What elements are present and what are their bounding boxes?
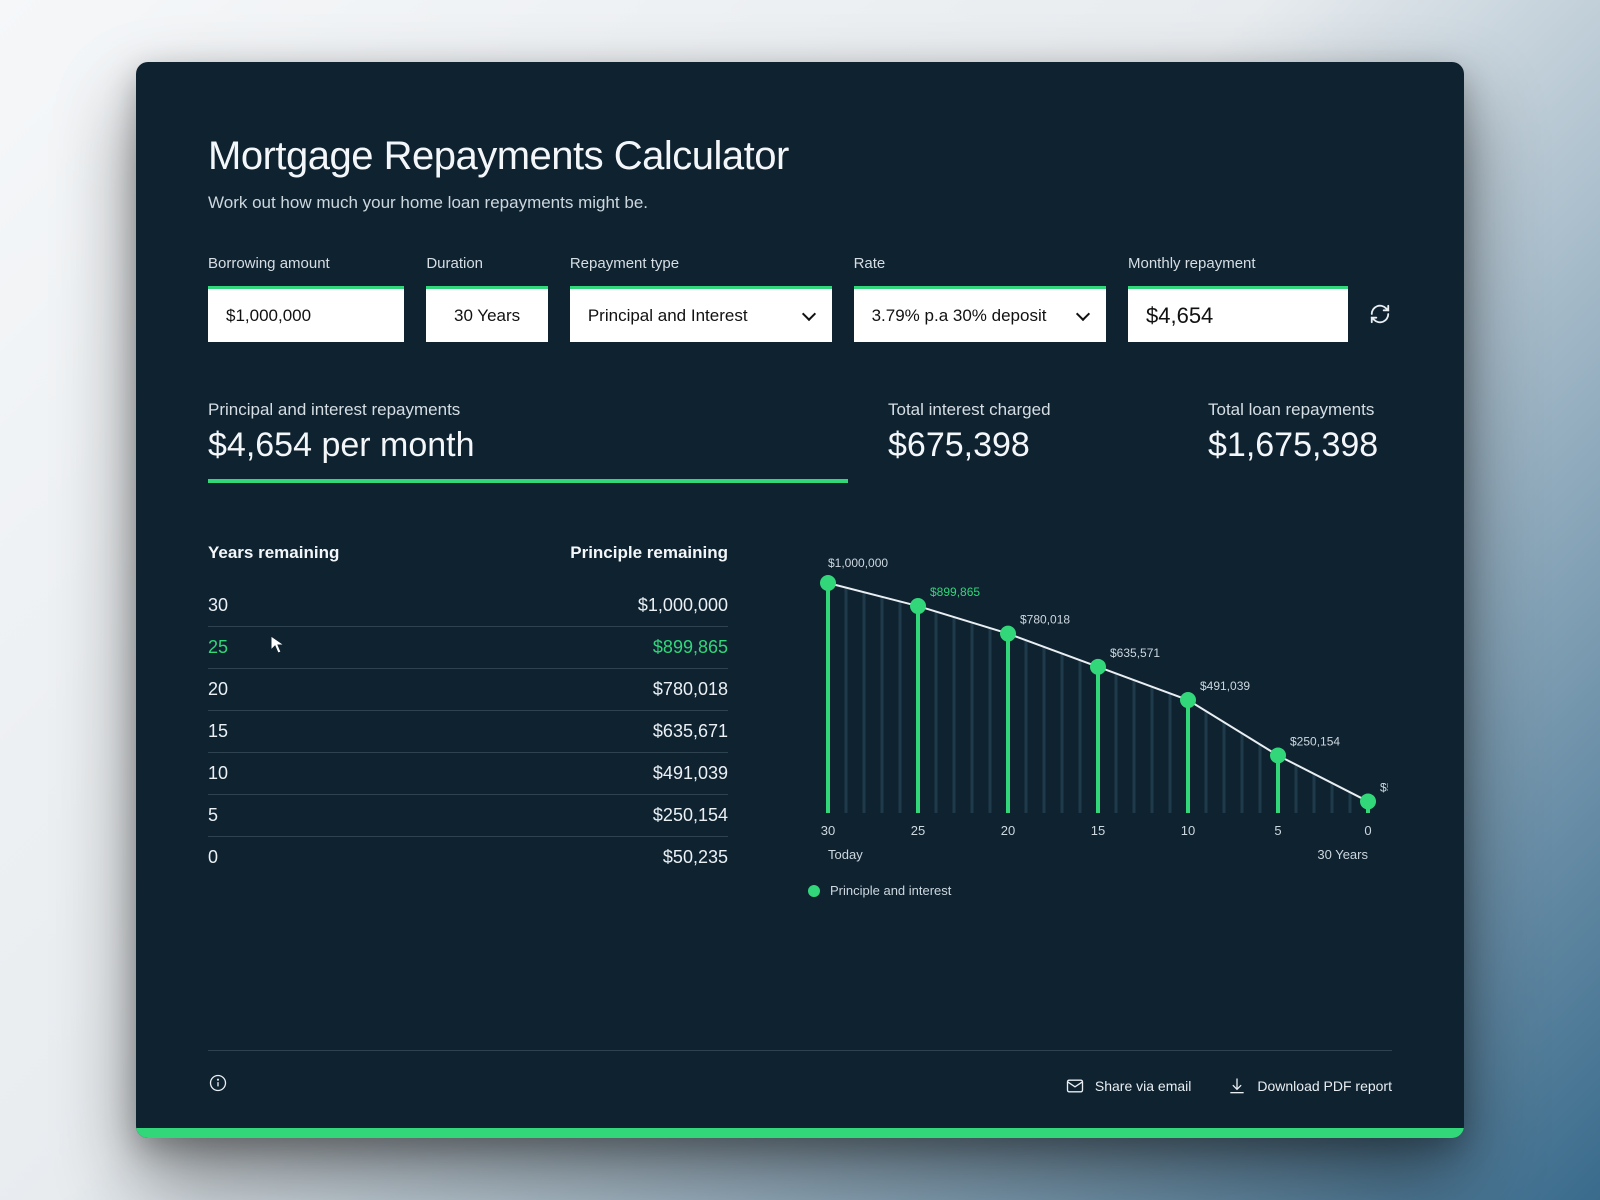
summary-repayments-value: $4,654 per month bbox=[208, 426, 848, 483]
field-repayment-type: Repayment type Principal and Interest bbox=[570, 255, 832, 342]
table-cell-remaining: $1,000,000 bbox=[638, 595, 728, 616]
table-row[interactable]: 25 $899,865 bbox=[208, 627, 728, 669]
svg-text:Today: Today bbox=[828, 847, 863, 862]
calculator-card: Mortgage Repayments Calculator Work out … bbox=[136, 62, 1464, 1138]
table-cell-years: 5 bbox=[208, 805, 218, 826]
table-cell-years: 15 bbox=[208, 721, 228, 742]
field-monthly: Monthly repayment $4,654 bbox=[1128, 255, 1392, 342]
svg-text:$250,154: $250,154 bbox=[1290, 734, 1340, 748]
svg-text:20: 20 bbox=[1001, 823, 1015, 838]
svg-text:10: 10 bbox=[1181, 823, 1195, 838]
refresh-icon bbox=[1369, 303, 1391, 325]
chart-legend: Principle and interest bbox=[808, 883, 1392, 898]
summary-total-label: Total loan repayments bbox=[1208, 400, 1378, 420]
legend-dot-icon bbox=[808, 885, 820, 897]
summary-repayments-label: Principal and interest repayments bbox=[208, 400, 848, 420]
table-cell-remaining: $899,865 bbox=[653, 637, 728, 658]
content-row: Years remaining Principle remaining 30$1… bbox=[208, 543, 1392, 898]
table-row[interactable]: 10 $491,039 bbox=[208, 753, 728, 795]
borrowing-label: Borrowing amount bbox=[208, 255, 404, 272]
summary-row: Principal and interest repayments $4,654… bbox=[208, 400, 1392, 483]
share-email-button[interactable]: Share via email bbox=[1065, 1076, 1192, 1096]
monthly-input[interactable]: $4,654 bbox=[1128, 286, 1348, 342]
table-row[interactable]: 5 $250,154 bbox=[208, 795, 728, 837]
table-cell-years: 30 bbox=[208, 595, 228, 616]
svg-text:$899,865: $899,865 bbox=[930, 585, 980, 599]
summary-interest-value: $675,398 bbox=[888, 426, 1168, 465]
accent-strip bbox=[136, 1128, 1464, 1138]
inputs-row: Borrowing amount $1,000,000 Duration 30 … bbox=[208, 255, 1392, 342]
info-button[interactable] bbox=[208, 1073, 228, 1098]
table-cell-remaining: $491,039 bbox=[653, 763, 728, 784]
info-icon bbox=[208, 1073, 228, 1093]
download-icon bbox=[1227, 1076, 1247, 1096]
table-cell-remaining: $50,235 bbox=[663, 847, 728, 868]
table-cell-years: 20 bbox=[208, 679, 228, 700]
summary-total-value: $1,675,398 bbox=[1208, 426, 1378, 465]
table-header-remaining: Principle remaining bbox=[570, 543, 728, 563]
monthly-label: Monthly repayment bbox=[1128, 255, 1392, 272]
share-email-label: Share via email bbox=[1095, 1078, 1192, 1094]
svg-text:5: 5 bbox=[1274, 823, 1281, 838]
rate-select[interactable]: 3.79% p.a 30% deposit bbox=[854, 286, 1106, 342]
chevron-down-icon bbox=[802, 306, 816, 320]
field-rate: Rate 3.79% p.a 30% deposit bbox=[854, 255, 1106, 342]
footer: Share via email Download PDF report bbox=[208, 1050, 1392, 1098]
table-header-years: Years remaining bbox=[208, 543, 339, 563]
summary-total: Total loan repayments $1,675,398 bbox=[1208, 400, 1378, 483]
summary-repayments: Principal and interest repayments $4,654… bbox=[208, 400, 848, 483]
table-cell-remaining: $250,154 bbox=[653, 805, 728, 826]
table-cell-years: 0 bbox=[208, 847, 218, 868]
cursor-icon bbox=[270, 635, 286, 660]
svg-text:15: 15 bbox=[1091, 823, 1105, 838]
table-row[interactable]: 0 $50,235 bbox=[208, 837, 728, 878]
duration-label: Duration bbox=[426, 255, 548, 272]
duration-input[interactable]: 30 Years bbox=[426, 286, 548, 342]
borrowing-input[interactable]: $1,000,000 bbox=[208, 286, 404, 342]
table-cell-remaining: $635,671 bbox=[653, 721, 728, 742]
field-borrowing: Borrowing amount $1,000,000 bbox=[208, 255, 404, 342]
repayment-type-value: Principal and Interest bbox=[588, 306, 748, 326]
download-pdf-label: Download PDF report bbox=[1257, 1078, 1392, 1094]
rate-label: Rate bbox=[854, 255, 1106, 272]
svg-text:$1,000,000: $1,000,000 bbox=[828, 556, 888, 570]
mail-icon bbox=[1065, 1076, 1085, 1096]
table-row[interactable]: 30 $1,000,000 bbox=[208, 585, 728, 627]
svg-text:30 Years: 30 Years bbox=[1317, 847, 1368, 862]
download-pdf-button[interactable]: Download PDF report bbox=[1227, 1076, 1392, 1096]
page-subtitle: Work out how much your home loan repayme… bbox=[208, 193, 1392, 213]
legend-label: Principle and interest bbox=[830, 883, 951, 898]
table-cell-remaining: $780,018 bbox=[653, 679, 728, 700]
svg-text:25: 25 bbox=[911, 823, 925, 838]
chevron-down-icon bbox=[1076, 306, 1090, 320]
repayment-type-select[interactable]: Principal and Interest bbox=[570, 286, 832, 342]
chart-column: $1,000,000 30 $899,865 25 $780,018 20 $635,571… bbox=[808, 543, 1392, 898]
field-duration: Duration 30 Years bbox=[426, 255, 548, 342]
page-title: Mortgage Repayments Calculator bbox=[208, 134, 1392, 179]
table-cell-years: 25 bbox=[208, 637, 228, 658]
repayment-type-label: Repayment type bbox=[570, 255, 832, 272]
svg-text:$780,018: $780,018 bbox=[1020, 613, 1070, 627]
table-row[interactable]: 20 $780,018 bbox=[208, 669, 728, 711]
summary-interest-label: Total interest charged bbox=[888, 400, 1168, 420]
svg-text:0: 0 bbox=[1364, 823, 1371, 838]
rate-value: 3.79% p.a 30% deposit bbox=[872, 306, 1047, 326]
svg-text:$491,039: $491,039 bbox=[1200, 679, 1250, 693]
amortization-table: Years remaining Principle remaining 30 $1… bbox=[208, 543, 728, 898]
refresh-button[interactable] bbox=[1368, 302, 1392, 326]
table-row[interactable]: 15 $635,671 bbox=[208, 711, 728, 753]
amortization-chart: $1,000,000 30 $899,865 25 $780,018 20 $635,571… bbox=[808, 543, 1388, 873]
table-cell-years: 10 bbox=[208, 763, 228, 784]
summary-interest: Total interest charged $675,398 bbox=[888, 400, 1168, 483]
svg-text:$50,235: $50,235 bbox=[1380, 780, 1388, 794]
svg-text:30: 30 bbox=[821, 823, 835, 838]
svg-text:$635,571: $635,571 bbox=[1110, 646, 1160, 660]
